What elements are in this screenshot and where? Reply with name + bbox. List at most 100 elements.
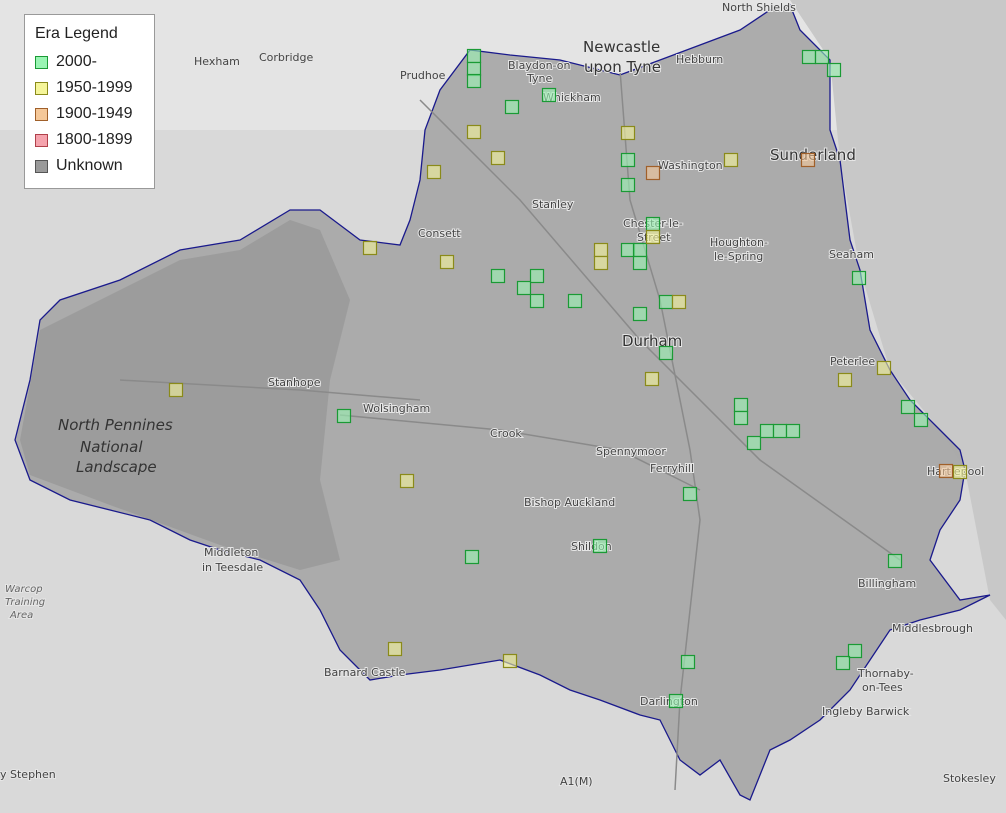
- site-marker[interactable]: [592, 538, 608, 554]
- place-label-blaydon-2: Tyne: [526, 72, 552, 85]
- site-marker[interactable]: [529, 268, 545, 284]
- legend-label: 1900-1949: [56, 105, 133, 122]
- sea: [790, 0, 1006, 620]
- site-marker[interactable]: [835, 655, 851, 671]
- site-marker[interactable]: [826, 62, 842, 78]
- site-marker[interactable]: [723, 152, 739, 168]
- site-marker[interactable]: [800, 152, 816, 168]
- site-marker[interactable]: [682, 486, 698, 502]
- site-marker[interactable]: [801, 49, 817, 65]
- site-marker[interactable]: [632, 242, 648, 258]
- site-marker[interactable]: [680, 654, 696, 670]
- legend-swatch: [35, 81, 48, 95]
- site-marker[interactable]: [851, 270, 867, 286]
- site-marker[interactable]: [362, 240, 378, 256]
- site-marker[interactable]: [658, 345, 674, 361]
- place-label-wolsingham: Wolsingham: [363, 402, 430, 415]
- legend-label: 1800-1899: [56, 131, 133, 148]
- site-marker[interactable]: [541, 87, 557, 103]
- place-label-spennymoor: Spennymoor: [596, 445, 666, 458]
- site-marker[interactable]: [466, 73, 482, 89]
- site-marker[interactable]: [876, 360, 892, 376]
- site-marker[interactable]: [938, 463, 954, 479]
- place-label-newcastle-2: upon Tyne: [584, 58, 661, 76]
- site-marker[interactable]: [620, 125, 636, 141]
- place-label-stanley: Stanley: [532, 198, 574, 211]
- place-label-park-3: Landscape: [76, 458, 157, 476]
- site-marker[interactable]: [464, 549, 480, 565]
- site-marker[interactable]: [439, 254, 455, 270]
- site-marker[interactable]: [593, 242, 609, 258]
- site-marker[interactable]: [490, 150, 506, 166]
- site-marker[interactable]: [645, 216, 661, 232]
- site-marker[interactable]: [168, 382, 184, 398]
- site-marker[interactable]: [772, 423, 788, 439]
- place-label-newcastle-1: Newcastle: [583, 38, 660, 56]
- place-label-billingham: Billingham: [858, 577, 916, 590]
- place-label-stokesley: Stokesley: [943, 772, 996, 785]
- site-marker[interactable]: [746, 435, 762, 451]
- legend-title: Era Legend: [35, 25, 118, 42]
- site-marker[interactable]: [671, 294, 687, 310]
- site-marker[interactable]: [645, 165, 661, 181]
- place-label-houghton-2: le-Spring: [714, 250, 763, 263]
- legend-item: 2000-: [35, 49, 144, 75]
- site-marker[interactable]: [644, 371, 660, 387]
- place-label-washington: Washington: [658, 159, 723, 172]
- site-marker[interactable]: [837, 372, 853, 388]
- place-label-stephen: y Stephen: [0, 768, 56, 781]
- site-marker[interactable]: [913, 412, 929, 428]
- place-label-consett: Consett: [418, 227, 461, 240]
- national-park-area: [20, 220, 350, 570]
- site-marker[interactable]: [504, 99, 520, 115]
- place-label-prudhoe: Prudhoe: [400, 69, 446, 82]
- site-marker[interactable]: [847, 643, 863, 659]
- place-label-thornaby-2: on-Tees: [862, 681, 903, 694]
- site-marker[interactable]: [516, 280, 532, 296]
- site-marker[interactable]: [759, 423, 775, 439]
- place-label-bishop-auckland: Bishop Auckland: [524, 496, 615, 509]
- place-label-hebburn: Hebburn: [676, 53, 723, 66]
- site-marker[interactable]: [593, 255, 609, 271]
- site-marker[interactable]: [952, 464, 968, 480]
- place-label-crook: Crook: [490, 427, 522, 440]
- site-marker[interactable]: [632, 255, 648, 271]
- site-marker[interactable]: [567, 293, 583, 309]
- site-marker[interactable]: [529, 293, 545, 309]
- site-marker[interactable]: [814, 49, 830, 65]
- legend-label: Unknown: [56, 157, 123, 174]
- legend-swatch: [35, 159, 48, 173]
- site-marker[interactable]: [645, 229, 661, 245]
- legend-item: 1950-1999: [35, 75, 144, 101]
- site-marker[interactable]: [336, 408, 352, 424]
- place-label-middleton-1: Middleton: [204, 546, 258, 559]
- site-marker[interactable]: [658, 294, 674, 310]
- site-marker[interactable]: [490, 268, 506, 284]
- site-marker[interactable]: [466, 124, 482, 140]
- site-marker[interactable]: [466, 61, 482, 77]
- site-marker[interactable]: [620, 177, 636, 193]
- site-marker[interactable]: [668, 693, 684, 709]
- site-marker[interactable]: [399, 473, 415, 489]
- place-label-hexham: Hexham: [194, 55, 240, 68]
- place-label-middleton-2: in Teesdale: [202, 561, 263, 574]
- site-marker[interactable]: [785, 423, 801, 439]
- site-marker[interactable]: [887, 553, 903, 569]
- site-marker[interactable]: [733, 397, 749, 413]
- place-label-barnard-castle: Barnard Castle: [324, 666, 406, 679]
- site-marker[interactable]: [620, 242, 636, 258]
- site-marker[interactable]: [502, 653, 518, 669]
- site-marker[interactable]: [426, 164, 442, 180]
- legend-item: 1900-1949: [35, 101, 144, 127]
- site-marker[interactable]: [733, 410, 749, 426]
- site-marker[interactable]: [466, 48, 482, 64]
- place-label-seaham: Seaham: [829, 248, 874, 261]
- site-marker[interactable]: [900, 399, 916, 415]
- site-marker[interactable]: [632, 306, 648, 322]
- legend-item: Unknown: [35, 153, 144, 179]
- site-marker[interactable]: [620, 152, 636, 168]
- county-boundary[interactable]: [14, 4, 991, 801]
- legend-swatch: [35, 107, 48, 121]
- site-marker[interactable]: [387, 641, 403, 657]
